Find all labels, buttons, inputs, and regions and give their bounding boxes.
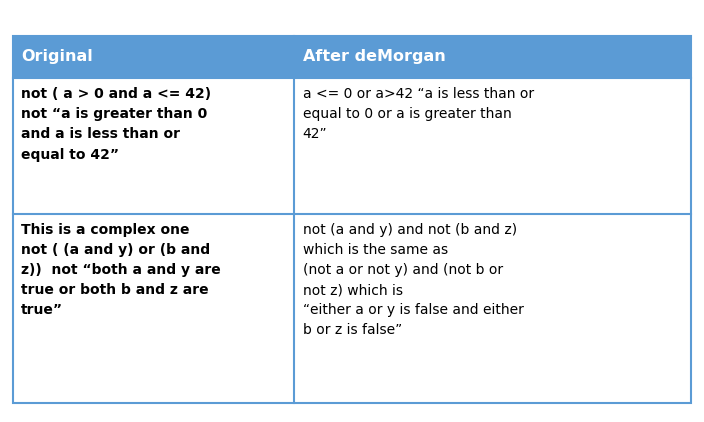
Bar [13, 78, 691, 214]
Bar [13, 214, 691, 403]
Text: After deMorgan: After deMorgan [303, 49, 446, 65]
Text: not ( a > 0 and a <= 42)
not “a is greater than 0
and a is less than or
equal to: not ( a > 0 and a <= 42) not “a is great… [21, 87, 211, 162]
Text: This is a complex one
not ( (a and y) or (b and
z))  not “both a and y are
true : This is a complex one not ( (a and y) or… [21, 223, 221, 317]
Bar [13, 36, 691, 403]
Bar [13, 36, 691, 78]
Text: not (a and y) and not (b and z)
which is the same as
(not a or not y) and (not b: not (a and y) and not (b and z) which is… [303, 223, 524, 338]
Text: Original: Original [21, 49, 93, 65]
Text: a <= 0 or a>42 “a is less than or
equal to 0 or a is greater than
42”: a <= 0 or a>42 “a is less than or equal … [303, 87, 534, 141]
